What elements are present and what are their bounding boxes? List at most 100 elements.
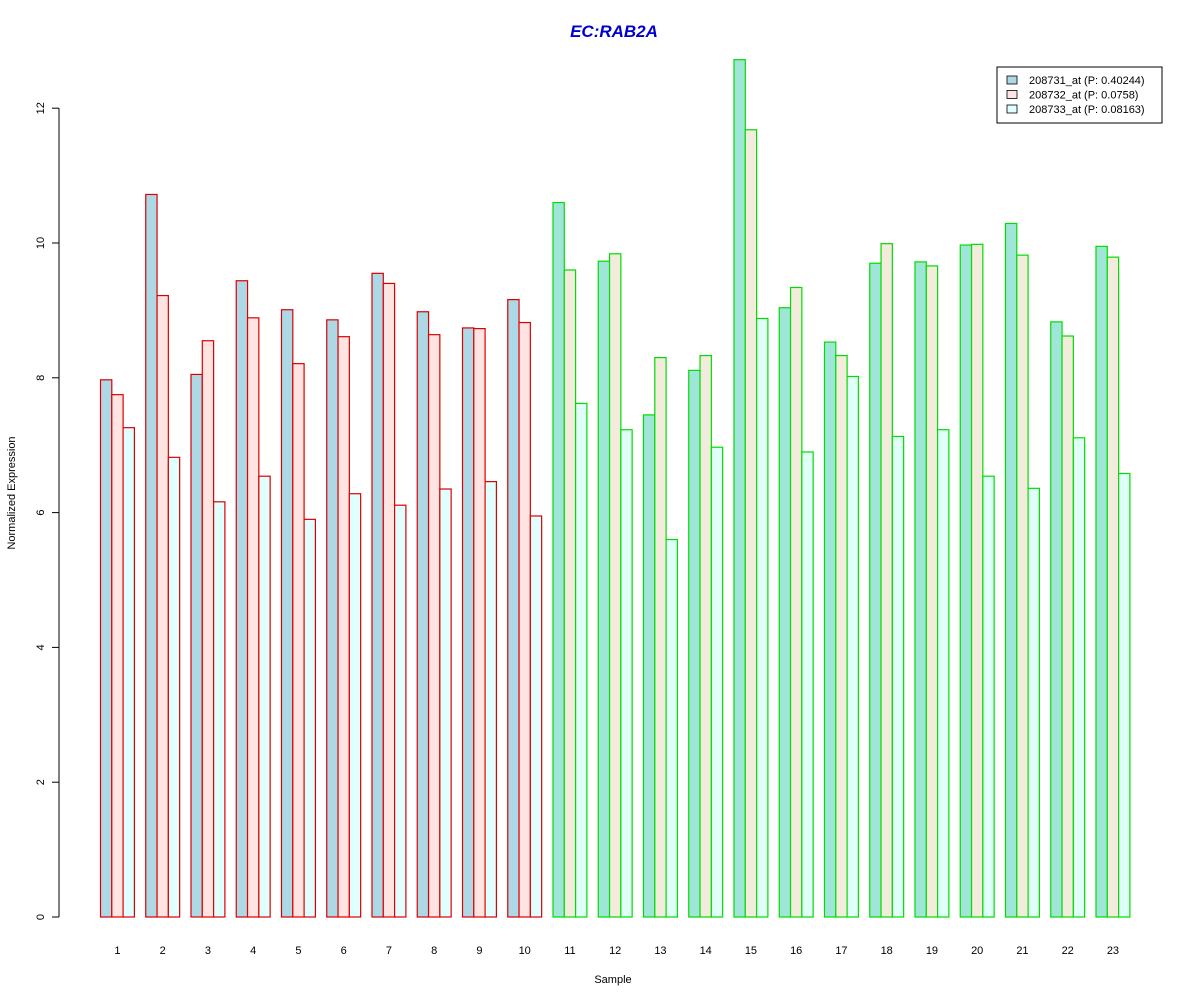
bar	[936, 429, 950, 918]
legend-entry: 208733_at (P: 0.08163)	[1029, 104, 1145, 116]
bar	[246, 317, 260, 918]
bar	[665, 538, 678, 918]
y-tick-label: 6	[35, 510, 47, 516]
bar	[880, 243, 893, 918]
bar	[835, 354, 848, 918]
bar	[710, 446, 724, 918]
x-tick-label: 12	[609, 945, 621, 957]
bar	[371, 272, 384, 918]
bar	[755, 317, 769, 918]
bar	[167, 456, 181, 918]
x-tick-label: 2	[160, 945, 166, 957]
bar	[801, 451, 814, 918]
x-tick-label: 11	[564, 945, 575, 957]
bar	[337, 336, 350, 918]
bar	[1016, 254, 1029, 918]
bar	[846, 375, 859, 918]
x-tick-label: 20	[971, 945, 983, 957]
y-tick-label: 12	[35, 102, 47, 114]
bar	[111, 394, 124, 918]
x-tick-label: 15	[745, 945, 757, 957]
bar	[563, 269, 577, 918]
bar	[190, 373, 203, 918]
bar	[620, 429, 633, 918]
bar	[970, 243, 984, 918]
x-tick-label: 17	[835, 945, 847, 957]
bar	[982, 475, 995, 918]
y-tick-label: 8	[35, 375, 47, 381]
bar	[891, 435, 905, 918]
bar	[699, 354, 712, 918]
bar	[914, 261, 927, 918]
bar	[1061, 335, 1074, 918]
bar	[303, 518, 317, 918]
bar	[518, 321, 531, 918]
bar	[258, 475, 271, 918]
bar	[1072, 437, 1086, 918]
bar	[507, 299, 520, 918]
bar	[213, 501, 226, 918]
bar	[597, 260, 611, 918]
bar	[869, 262, 882, 918]
x-tick-label: 3	[205, 945, 211, 957]
bar	[529, 515, 543, 918]
y-tick-label: 2	[35, 779, 47, 785]
bar	[461, 327, 475, 918]
x-tick-label: 22	[1062, 945, 1074, 957]
y-tick-label: 10	[35, 237, 47, 249]
bar	[733, 59, 746, 918]
bar	[744, 129, 758, 918]
x-tick-label: 10	[519, 945, 531, 957]
bar	[427, 334, 441, 918]
bar	[778, 307, 792, 918]
legend-entry: 208732_at (P: 0.0758)	[1029, 90, 1138, 102]
bar	[959, 244, 973, 918]
bar	[473, 327, 486, 918]
bar	[789, 286, 803, 918]
bar	[326, 319, 339, 918]
legend-swatch	[1006, 75, 1018, 85]
x-tick-label: 8	[431, 945, 437, 957]
bar	[235, 280, 249, 918]
bar	[292, 363, 305, 918]
bar	[484, 480, 498, 918]
x-tick-label: 9	[476, 945, 482, 957]
x-tick-label: 1	[114, 945, 120, 957]
legend-swatch	[1006, 104, 1018, 114]
bar	[348, 493, 362, 918]
x-tick-label: 21	[1016, 945, 1028, 957]
x-tick-label: 7	[386, 945, 392, 957]
bar	[394, 504, 407, 918]
x-tick-label: 16	[790, 945, 802, 957]
x-axis: 1 2 3 4 5 6 7 8 9 10 11 12 13 14 15 16 17 18 19 20 21 22 23	[114, 945, 1119, 957]
chart-title: EC:RAB2A	[570, 22, 658, 41]
bar	[1117, 472, 1131, 918]
bar	[156, 294, 169, 918]
legend-entry: 208731_at (P: 0.40244)	[1029, 75, 1145, 87]
bar	[925, 265, 939, 918]
bar	[1050, 321, 1063, 918]
x-tick-label: 14	[700, 945, 712, 957]
bar	[642, 414, 656, 918]
bar	[574, 402, 588, 918]
bar	[1106, 256, 1120, 918]
bar	[201, 340, 215, 918]
bar	[145, 193, 158, 918]
bars	[99, 59, 1131, 918]
bar	[439, 488, 452, 918]
x-tick-label: 5	[295, 945, 301, 957]
bar	[1095, 245, 1108, 918]
legend: 208731_at (P: 0.40244) 208732_at (P: 0.07…	[996, 66, 1163, 124]
bar	[654, 356, 667, 918]
bar	[608, 253, 622, 918]
bar	[1027, 487, 1040, 918]
legend-box	[996, 66, 1163, 124]
bar	[280, 309, 294, 918]
y-tick-label: 4	[35, 644, 47, 650]
bar	[1004, 222, 1018, 918]
y-axis-label: Normalized Expression	[6, 436, 18, 549]
legend-swatch	[1006, 90, 1018, 99]
bar	[552, 201, 565, 918]
x-tick-label: 6	[341, 945, 347, 957]
